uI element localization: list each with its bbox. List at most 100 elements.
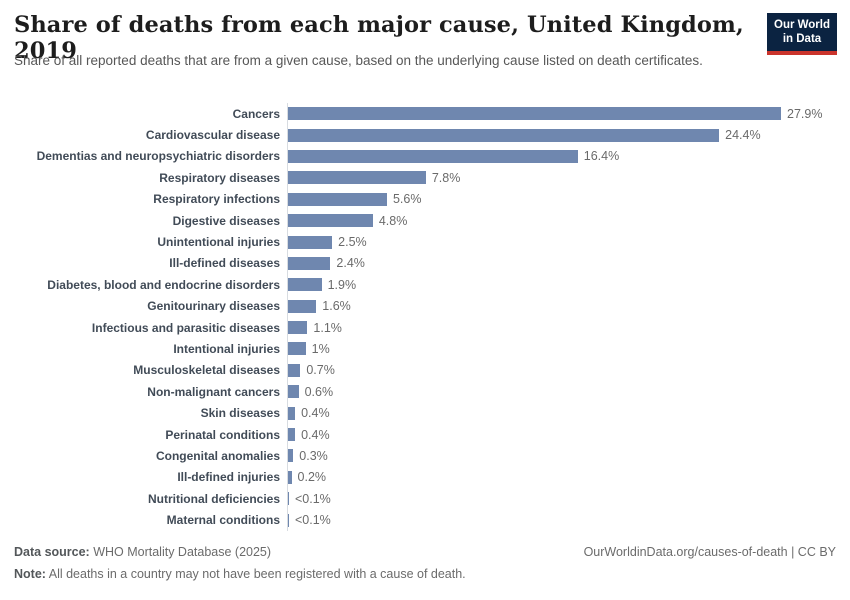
bar-row: Maternal conditions <0.1% — [0, 509, 850, 531]
owid-logo-line1: Our World — [774, 19, 831, 31]
footer-line-1: Data source: WHO Mortality Database (202… — [14, 545, 836, 559]
value-label: 1.1% — [313, 320, 342, 335]
value-label: 5.6% — [392, 192, 422, 207]
category-label: Digestive diseases — [172, 213, 280, 228]
category-label: Maternal conditions — [166, 513, 280, 528]
bar-area: 0.4% — [287, 423, 850, 446]
bar-area: 0.3% — [287, 445, 850, 467]
owid-link[interactable]: OurWorldinData.org/causes-of-death | CC … — [583, 545, 836, 559]
value-label: <0.1% — [295, 491, 331, 506]
value-label: 0.6% — [304, 384, 334, 399]
bar[interactable] — [288, 299, 317, 313]
bar[interactable] — [288, 449, 294, 463]
category-label: Respiratory infections — [153, 192, 280, 207]
bar[interactable] — [288, 342, 306, 356]
category-label: Infectious and parasitic diseases — [91, 320, 280, 335]
category-label: Diabetes, blood and endocrine disorders — [47, 277, 280, 292]
bar[interactable] — [288, 406, 296, 420]
bar-row: Perinatal conditions 0.4% — [0, 423, 850, 446]
category-label: Cancers — [232, 106, 280, 121]
bar-chart: Cancers 27.9% Cardiovascular disease 24.4% D… — [0, 103, 850, 531]
bar[interactable] — [288, 385, 299, 399]
data-source: Data source: WHO Mortality Database (202… — [14, 545, 271, 559]
value-label: 1.9% — [327, 277, 357, 292]
bar-area: 27.9% — [287, 103, 850, 125]
bar[interactable] — [288, 513, 289, 527]
bar[interactable] — [288, 149, 578, 163]
note-label: Note: — [14, 567, 46, 581]
bar-row: Genitourinary diseases 1.6% — [0, 295, 850, 317]
data-source-text: WHO Mortality Database (2025) — [89, 545, 272, 559]
note-text: All deaths in a country may not have bee… — [45, 567, 466, 581]
bar-area: 1.1% — [287, 316, 850, 339]
bar-area: 1.9% — [287, 274, 850, 296]
category-label: Musculoskeletal diseases — [133, 363, 280, 378]
bar-area: 4.8% — [287, 209, 850, 232]
value-label: 0.4% — [301, 427, 330, 442]
bar[interactable] — [288, 492, 289, 506]
value-label: 27.9% — [787, 106, 823, 121]
bar[interactable] — [288, 128, 720, 142]
value-label: 0.2% — [297, 470, 327, 485]
bar[interactable] — [288, 214, 373, 228]
bar-area: 1% — [287, 338, 850, 360]
bar-row: Intentional injuries 1% — [0, 338, 850, 360]
value-label: 1% — [311, 341, 330, 356]
bar-row: Ill-defined diseases 2.4% — [0, 252, 850, 275]
bar-row: Infectious and parasitic diseases 1.1% — [0, 316, 850, 339]
bar-area: <0.1% — [287, 509, 850, 531]
value-label: 4.8% — [378, 213, 408, 228]
value-label: 0.7% — [306, 363, 335, 378]
bar-row: Skin diseases 0.4% — [0, 402, 850, 424]
bar[interactable] — [288, 107, 781, 121]
bar-area: 24.4% — [287, 124, 850, 146]
value-label: <0.1% — [295, 513, 331, 528]
bar-row: Congenital anomalies 0.3% — [0, 445, 850, 467]
bar-row: Digestive diseases 4.8% — [0, 209, 850, 232]
bar-area: 0.6% — [287, 381, 850, 403]
bar-row: Ill-defined injuries 0.2% — [0, 466, 850, 489]
bar-area: 2.5% — [287, 231, 850, 253]
bar[interactable] — [288, 321, 308, 335]
value-label: 0.3% — [299, 448, 328, 463]
category-label: Nutritional deficiencies — [147, 491, 280, 506]
value-label: 7.8% — [431, 170, 461, 185]
bar[interactable] — [288, 192, 387, 206]
bar[interactable] — [288, 256, 331, 270]
category-label: Dementias and neuropsychiatric disorders — [36, 149, 280, 164]
bar-row: Respiratory diseases 7.8% — [0, 167, 850, 189]
bar-row: Unintentional injuries 2.5% — [0, 231, 850, 253]
bar-area: 16.4% — [287, 145, 850, 168]
value-label: 2.4% — [336, 256, 365, 271]
category-label: Perinatal conditions — [165, 427, 280, 442]
footer-note: Note: All deaths in a country may not ha… — [14, 567, 836, 581]
bar[interactable] — [288, 428, 296, 442]
bar[interactable] — [288, 363, 301, 377]
bar-area: <0.1% — [287, 488, 850, 510]
bar-row: Musculoskeletal diseases 0.7% — [0, 359, 850, 382]
category-label: Skin diseases — [200, 406, 280, 421]
category-label: Genitourinary diseases — [147, 299, 280, 314]
bar-area: 7.8% — [287, 167, 850, 189]
value-label: 24.4% — [725, 128, 761, 143]
category-label: Cardiovascular disease — [145, 128, 280, 143]
bar-area: 2.4% — [287, 252, 850, 275]
bar[interactable] — [288, 470, 292, 484]
category-label: Respiratory diseases — [159, 170, 280, 185]
category-label: Non-malignant cancers — [147, 384, 280, 399]
category-label: Ill-defined injuries — [177, 470, 280, 485]
bar[interactable] — [288, 235, 333, 249]
bar-row: Cancers 27.9% — [0, 103, 850, 125]
value-label: 16.4% — [583, 149, 620, 164]
chart-subtitle: Share of all reported deaths that are fr… — [14, 53, 703, 68]
bar-area: 5.6% — [287, 188, 850, 210]
bar-area: 0.2% — [287, 466, 850, 489]
category-label: Ill-defined diseases — [169, 256, 280, 271]
bar[interactable] — [288, 278, 322, 292]
page-title: Share of deaths from each major cause, U… — [14, 12, 744, 64]
bar-row: Nutritional deficiencies <0.1% — [0, 488, 850, 510]
bar-area: 1.6% — [287, 295, 850, 317]
bar[interactable] — [288, 171, 426, 185]
bar-row: Cardiovascular disease 24.4% — [0, 124, 850, 146]
